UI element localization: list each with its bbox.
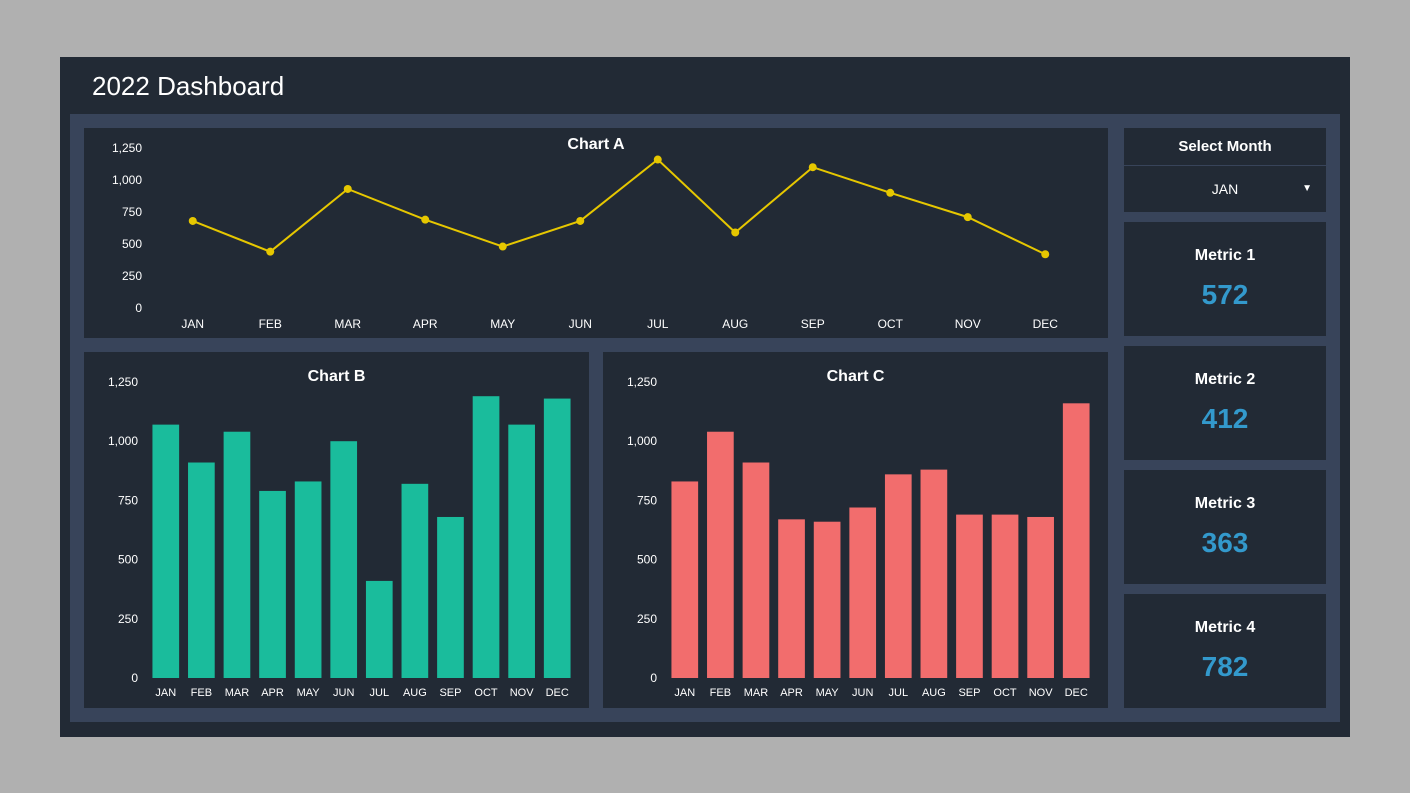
- month-selector: Select Month JAN ▼: [1124, 128, 1326, 212]
- metric-2-label: Metric 2: [1195, 371, 1255, 389]
- svg-text:0: 0: [131, 671, 138, 685]
- svg-text:1,250: 1,250: [627, 375, 657, 389]
- metric-3-card: Metric 3 363: [1124, 470, 1326, 584]
- metric-4-card: Metric 4 782: [1124, 594, 1326, 708]
- svg-text:NOV: NOV: [955, 317, 981, 331]
- svg-text:1,250: 1,250: [108, 375, 138, 389]
- svg-text:OCT: OCT: [878, 317, 904, 331]
- month-selector-value: JAN: [1212, 181, 1238, 197]
- svg-text:JUL: JUL: [647, 317, 669, 331]
- svg-text:500: 500: [122, 237, 142, 251]
- svg-text:500: 500: [118, 552, 138, 566]
- svg-text:JAN: JAN: [181, 317, 204, 331]
- svg-text:0: 0: [135, 301, 142, 315]
- svg-text:1,000: 1,000: [112, 173, 142, 187]
- chart-a-title: Chart A: [567, 136, 624, 154]
- svg-text:FEB: FEB: [710, 687, 731, 699]
- charts-bottom-row: Chart B 0 250 500 750 1,000 1,250 JAN FEB MAR APR…: [84, 352, 1108, 708]
- dashboard-inner: Chart A 0 250 500 750 1,000 1,250 JAN FEB MAR APR…: [70, 114, 1340, 722]
- metric-4-value: 782: [1202, 651, 1249, 683]
- chart-b-panel: Chart B 0 250 500 750 1,000 1,250 JAN FEB MAR APR…: [84, 352, 589, 708]
- dashboard-container: 2022 Dashboard Chart A 0 250 500 750 1,000 1,…: [60, 57, 1350, 737]
- chart-c-svg: 0 250 500 750 1,000 1,250 JAN FEB MAR APR MAY JUN JU…: [603, 352, 1106, 708]
- metric-2-card: Metric 2 412: [1124, 346, 1326, 460]
- svg-text:JAN: JAN: [674, 687, 695, 699]
- chart-b-svg: 0 250 500 750 1,000 1,250 JAN FEB MAR APR MAY JUN JU…: [84, 352, 587, 708]
- svg-text:250: 250: [118, 611, 138, 625]
- svg-text:750: 750: [122, 205, 142, 219]
- metric-3-value: 363: [1202, 527, 1249, 559]
- svg-text:SEP: SEP: [958, 687, 980, 699]
- svg-text:MAY: MAY: [816, 687, 840, 699]
- svg-text:1,000: 1,000: [108, 434, 138, 448]
- svg-text:JUL: JUL: [370, 687, 390, 699]
- chart-a-panel: Chart A 0 250 500 750 1,000 1,250 JAN FEB MAR APR…: [84, 128, 1108, 338]
- svg-text:AUG: AUG: [722, 317, 748, 331]
- svg-text:JUN: JUN: [569, 317, 592, 331]
- svg-text:750: 750: [637, 493, 657, 507]
- svg-text:250: 250: [122, 269, 142, 283]
- svg-text:0: 0: [650, 671, 657, 685]
- svg-text:DEC: DEC: [546, 687, 569, 699]
- svg-text:FEB: FEB: [191, 687, 212, 699]
- svg-text:OCT: OCT: [993, 687, 1017, 699]
- svg-text:SEP: SEP: [801, 317, 825, 331]
- side-column: Select Month JAN ▼ Metric 1 572 Metric 2…: [1124, 128, 1326, 708]
- svg-text:MAR: MAR: [744, 687, 769, 699]
- svg-text:AUG: AUG: [403, 687, 427, 699]
- svg-text:OCT: OCT: [474, 687, 498, 699]
- svg-text:JUN: JUN: [852, 687, 873, 699]
- chart-b-title: Chart B: [308, 368, 366, 386]
- charts-column: Chart A 0 250 500 750 1,000 1,250 JAN FEB MAR APR…: [84, 128, 1108, 708]
- svg-text:APR: APR: [261, 687, 284, 699]
- svg-text:MAY: MAY: [297, 687, 321, 699]
- metric-1-value: 572: [1202, 279, 1249, 311]
- svg-text:APR: APR: [413, 317, 438, 331]
- svg-text:APR: APR: [780, 687, 803, 699]
- chart-c-title: Chart C: [827, 368, 885, 386]
- chart-c-panel: Chart C 0 250 500 750 1,000 1,250 JAN FEB MAR APR…: [603, 352, 1108, 708]
- svg-text:NOV: NOV: [510, 687, 535, 699]
- svg-text:DEC: DEC: [1065, 687, 1088, 699]
- month-selector-label: Select Month: [1124, 128, 1326, 166]
- svg-text:AUG: AUG: [922, 687, 946, 699]
- metric-1-card: Metric 1 572: [1124, 222, 1326, 336]
- svg-text:1,000: 1,000: [627, 434, 657, 448]
- svg-text:750: 750: [118, 493, 138, 507]
- svg-text:SEP: SEP: [439, 687, 461, 699]
- metric-4-label: Metric 4: [1195, 619, 1255, 637]
- svg-text:MAY: MAY: [490, 317, 515, 331]
- svg-text:FEB: FEB: [259, 317, 282, 331]
- metric-2-value: 412: [1202, 403, 1249, 435]
- svg-text:1,250: 1,250: [112, 141, 142, 155]
- svg-text:MAR: MAR: [334, 317, 361, 331]
- chart-a-svg: 0 250 500 750 1,000 1,250 JAN FEB MAR APR MAY JUN JU…: [84, 128, 1104, 338]
- svg-text:DEC: DEC: [1033, 317, 1059, 331]
- chevron-down-icon: ▼: [1302, 183, 1312, 194]
- svg-text:JUL: JUL: [889, 687, 909, 699]
- svg-text:NOV: NOV: [1029, 687, 1054, 699]
- dashboard-title: 2022 Dashboard: [60, 57, 1350, 114]
- svg-text:JUN: JUN: [333, 687, 354, 699]
- svg-text:500: 500: [637, 552, 657, 566]
- month-selector-dropdown[interactable]: JAN ▼: [1124, 166, 1326, 212]
- svg-text:250: 250: [637, 611, 657, 625]
- metric-1-label: Metric 1: [1195, 247, 1255, 265]
- svg-text:MAR: MAR: [225, 687, 250, 699]
- metric-3-label: Metric 3: [1195, 495, 1255, 513]
- svg-text:JAN: JAN: [155, 687, 176, 699]
